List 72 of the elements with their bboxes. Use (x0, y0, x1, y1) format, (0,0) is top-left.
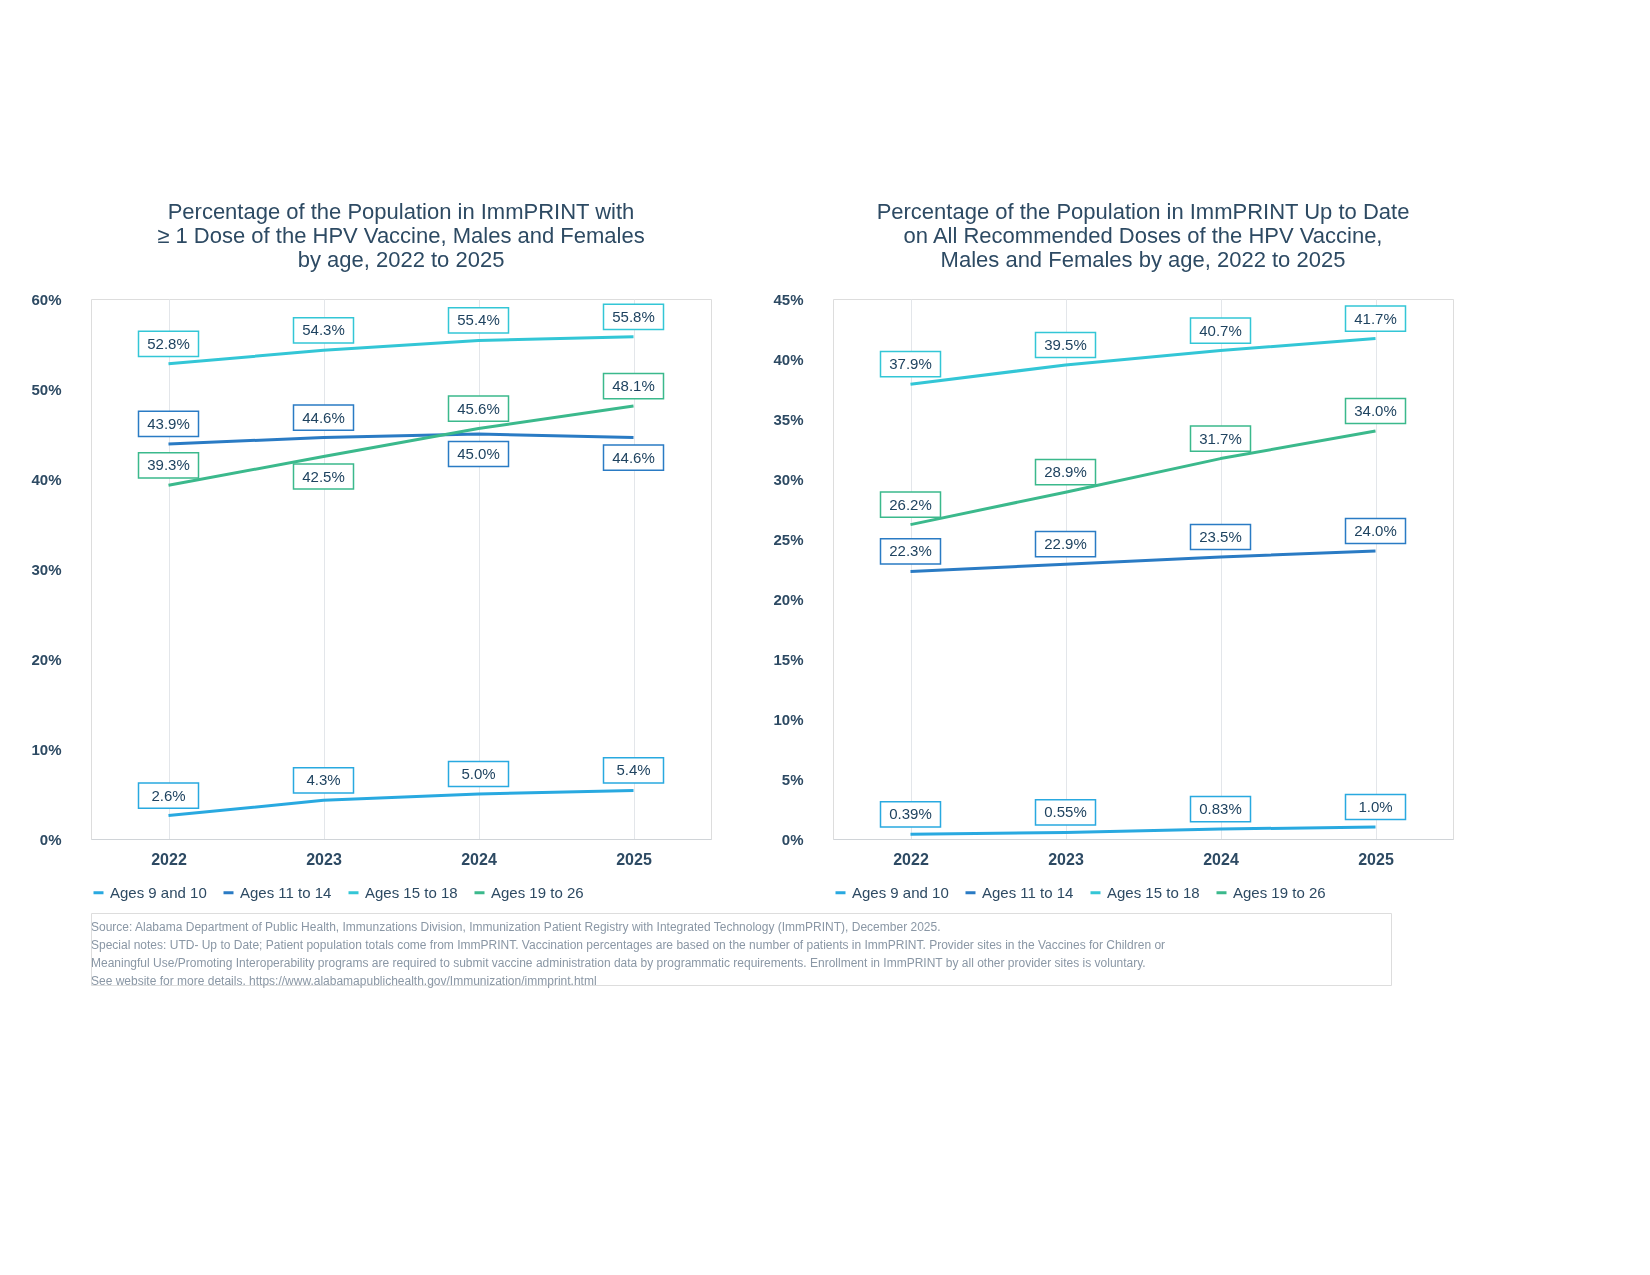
data-label: 39.5% (1044, 336, 1087, 353)
data-label: 52.8% (147, 334, 190, 352)
x-tick-label: 2022 (151, 850, 187, 868)
y-tick-label: 0% (781, 830, 804, 848)
text: Special notes: UTD- Up to Date; Patient population totals come from ImmPRINT. Vaccination percentages are based on the number of patients in ImmPRINT. Provider sites in the Vaccines for Children or (91, 938, 1166, 952)
source-note: Source: Alabama Department of Public Health, Immunzations Division, Immunization Patient Registry with Integrated Technology (ImmPRINT), December 2025. (91, 920, 941, 934)
data-label: 5.4% (616, 761, 651, 779)
data-label: 31.7% (1199, 429, 1242, 447)
y-tick-label: 30% (773, 470, 804, 488)
data-label: 37.9% (889, 355, 932, 373)
data-label: 45.0% (457, 445, 500, 462)
data-label: 44.6% (612, 448, 655, 466)
y-tick-label: 40% (773, 350, 804, 368)
x-tick-label: 2025 (1358, 850, 1394, 868)
data-label: 4.3% (306, 771, 341, 789)
x-tick-label: 2024 (461, 850, 497, 868)
y-tick-label: 50% (31, 380, 62, 398)
y-tick-label: 25% (773, 530, 804, 548)
y-tick-label: 10% (773, 710, 804, 728)
legend-label: Ages 15 to 18 (1107, 883, 1200, 901)
text: Meaningful Use/Promoting Interoperability programs are required to submit vaccine administration data by programmatic requirements. Enrollment in ImmPRINT by all other provider sites is voluntary. (91, 956, 1146, 970)
y-tick-label: 35% (773, 410, 804, 428)
data-label: 34.0% (1354, 402, 1397, 419)
legend-label: Ages 9 and 10 (110, 883, 207, 901)
x-tick-label: 2023 (1048, 850, 1084, 868)
x-tick-label: 2025 (616, 850, 652, 868)
data-label: 0.55% (1044, 803, 1087, 821)
y-tick-label: 15% (773, 650, 804, 668)
line-series (909, 825, 1377, 836)
legend-label: Ages 11 to 14 (982, 883, 1074, 901)
y-tick-label: 45% (773, 290, 804, 308)
legend-label: Ages 19 to 26 (1233, 883, 1326, 901)
data-label: 0.39% (889, 805, 932, 823)
y-tick-label: 10% (31, 740, 62, 758)
y-tick-label: 40% (31, 470, 62, 488)
data-label: 39.3% (147, 456, 190, 474)
y-tick-label: 60% (31, 290, 62, 308)
data-label: 55.4% (457, 311, 500, 329)
data-label: 45.6% (457, 399, 500, 417)
data-label: 26.2% (889, 495, 932, 513)
data-label: 48.1% (612, 377, 655, 395)
data-label: 44.6% (302, 408, 345, 426)
data-label: 41.7% (1354, 309, 1397, 327)
y-tick-label: 20% (773, 590, 804, 608)
text: See website for more details. https://www.alabamapublichealth.gov/Immunization/immprint.html (91, 974, 597, 988)
data-label: 54.3% (302, 321, 345, 339)
chart-title: Percentage of the Population in ImmPRINT with ≥ 1 Dose of the HPV Vaccine, Males and Females by age, 2022 to 2025 (157, 199, 645, 272)
x-tick-label: 2022 (893, 850, 929, 868)
data-label: 24.0% (1354, 522, 1397, 539)
legend-label: Ages 15 to 18 (365, 883, 458, 901)
chart-title: Percentage of the Population in ImmPRINT Up to Date on All Recommended Doses of the HPV Vaccine, Males and Females by age, 2022 to 2025 (876, 199, 1410, 272)
data-label: 40.7% (1199, 321, 1242, 339)
legend-label: Ages 19 to 26 (491, 883, 584, 901)
y-tick-label: 5% (781, 770, 804, 788)
x-tick-label: 2023 (306, 850, 342, 868)
data-label: 23.5% (1199, 528, 1242, 545)
data-label: 28.9% (1044, 463, 1087, 481)
data-label: 0.83% (1199, 800, 1242, 818)
y-tick-label: 30% (31, 560, 62, 578)
legend-label: Ages 9 and 10 (852, 883, 949, 901)
data-label: 22.3% (889, 542, 932, 560)
data-label: 22.9% (1044, 535, 1087, 553)
data-label: 1.0% (1358, 798, 1393, 815)
legend-label: Ages 11 to 14 (240, 883, 332, 901)
data-label: 5.0% (461, 765, 496, 782)
y-tick-label: 20% (31, 650, 62, 668)
data-label: 2.6% (151, 786, 186, 804)
x-tick-label: 2024 (1203, 850, 1239, 868)
data-label: 42.5% (302, 467, 345, 485)
y-tick-label: 0% (39, 830, 62, 848)
data-label: 43.9% (147, 414, 190, 432)
data-label: 55.8% (612, 307, 655, 325)
